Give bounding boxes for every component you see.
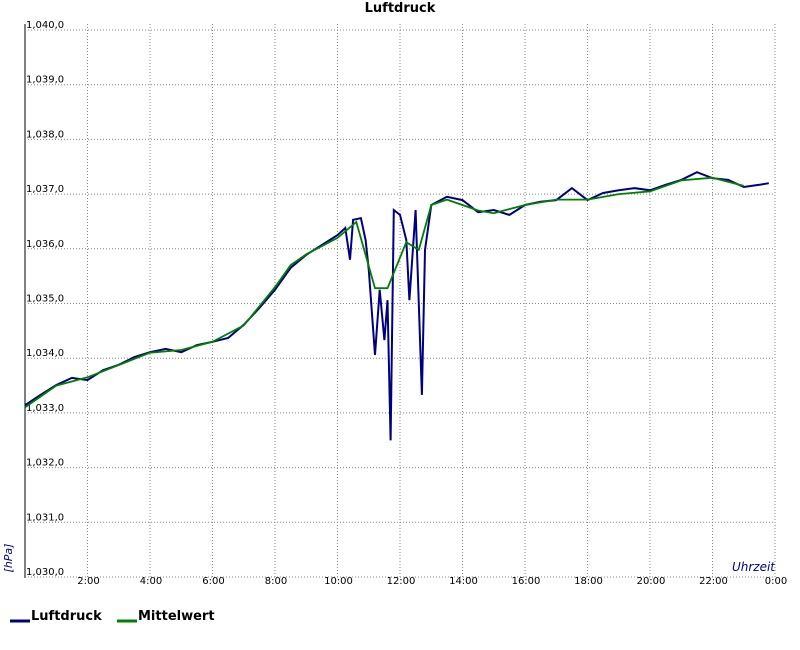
- y-tick-label: 1,035,0: [26, 294, 64, 305]
- x-tick-label: 8:00: [265, 576, 287, 587]
- y-tick-label: 1,038,0: [26, 129, 64, 140]
- x-tick-label: 14:00: [449, 576, 478, 587]
- x-tick-label: 4:00: [140, 576, 162, 587]
- x-tick-label: 6:00: [202, 576, 224, 587]
- x-axis-label: Uhrzeit: [732, 560, 776, 574]
- y-tick-label: 1,033,0: [26, 403, 64, 414]
- line-series: [24, 171, 769, 441]
- y-tick-label: 1,032,0: [26, 458, 64, 469]
- y-tick-label: 1,039,0: [26, 75, 64, 86]
- y-tick-label: 1,031,0: [26, 512, 64, 523]
- x-tick-label: 12:00: [387, 576, 416, 587]
- x-tick-label: 20:00: [637, 576, 666, 587]
- legend-label: Luftdruck: [31, 609, 102, 624]
- y-tick-label: 1,030,0: [26, 567, 64, 578]
- chart-title: Luftdruck: [365, 1, 436, 16]
- x-tick-label: 2:00: [77, 576, 99, 587]
- x-tick-label: 0:00: [765, 576, 787, 587]
- x-tick-label: 18:00: [574, 576, 603, 587]
- y-tick-label: 1,040,0: [26, 20, 64, 31]
- y-tick-label: 1,034,0: [26, 348, 64, 359]
- x-tick-label: 16:00: [512, 576, 541, 587]
- x-tick-label: 22:00: [699, 576, 728, 587]
- y-tick-label: 1,036,0: [26, 239, 64, 250]
- x-tick-label: 10:00: [324, 576, 353, 587]
- y-tick-label: 1,037,0: [26, 184, 64, 195]
- legend-label: Mittelwert: [138, 609, 215, 624]
- y-axis-label: [hPa]: [2, 544, 15, 573]
- line-series: [24, 176, 745, 409]
